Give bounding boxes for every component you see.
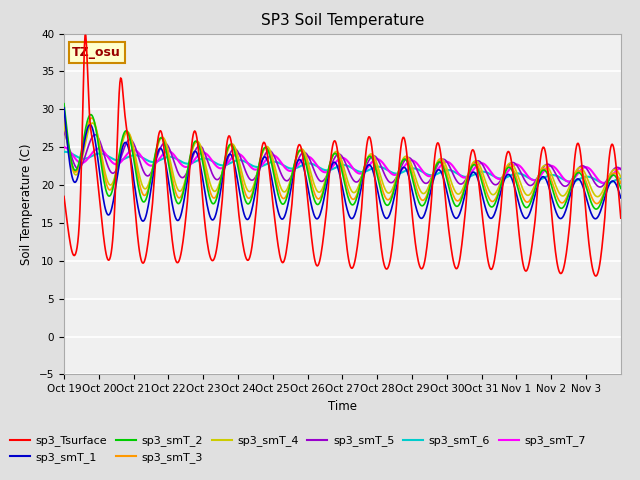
sp3_smT_6 [401,168,408,174]
sp3_smT_3 [617,180,625,186]
sp3_smT_4 [617,174,625,180]
sp3_smT_6 [602,180,609,186]
sp3_smT_1 [277,216,285,221]
sp3_smT_5 [400,159,408,165]
sp3_smT_3 [593,201,601,206]
sp3_smT_7 [600,180,607,186]
sp3_smT_7 [431,170,439,176]
Line: sp3_smT_3: sp3_smT_3 [64,113,621,204]
Line: sp3_smT_5: sp3_smT_5 [64,132,621,187]
sp3_smT_6 [228,159,236,165]
sp3_Tsurface [228,147,236,153]
sp3_smT_2 [592,206,600,212]
Line: sp3_smT_1: sp3_smT_1 [64,108,621,221]
sp3_smT_3 [400,156,408,162]
sp3_smT_1 [432,170,440,176]
sp3_smT_4 [60,120,68,126]
Text: TZ_osu: TZ_osu [72,46,121,59]
sp3_smT_4 [256,158,264,164]
sp3_smT_4 [277,185,285,191]
Line: sp3_Tsurface: sp3_Tsurface [64,36,621,276]
Line: sp3_smT_7: sp3_smT_7 [64,147,621,183]
sp3_smT_1 [60,105,68,111]
sp3_smT_2 [276,198,284,204]
sp3_Tsurface [60,193,68,199]
sp3_smT_7 [255,165,263,171]
sp3_Tsurface [432,147,440,153]
Legend: sp3_Tsurface, sp3_smT_1, sp3_smT_2, sp3_smT_3, sp3_smT_4, sp3_smT_5, sp3_smT_6, : sp3_Tsurface, sp3_smT_1, sp3_smT_2, sp3_… [5,431,591,468]
sp3_smT_3 [255,162,263,168]
Line: sp3_smT_2: sp3_smT_2 [64,104,621,209]
sp3_smT_1 [256,165,264,170]
sp3_smT_3 [276,192,284,197]
sp3_smT_5 [255,166,263,172]
sp3_smT_5 [125,137,133,143]
sp3_smT_6 [277,161,285,167]
Line: sp3_smT_6: sp3_smT_6 [64,152,621,183]
sp3_smT_1 [401,165,408,170]
sp3_smT_6 [126,153,134,159]
sp3_smT_3 [60,110,68,116]
sp3_smT_6 [617,176,625,181]
Title: SP3 Soil Temperature: SP3 Soil Temperature [260,13,424,28]
sp3_smT_3 [431,166,439,172]
sp3_smT_6 [432,172,440,178]
sp3_Tsurface [82,33,90,38]
sp3_Tsurface [617,215,625,221]
sp3_Tsurface [126,152,134,158]
sp3_smT_6 [61,149,69,155]
sp3_smT_4 [126,132,134,138]
Line: sp3_smT_4: sp3_smT_4 [64,123,621,197]
X-axis label: Time: Time [328,400,357,413]
sp3_smT_5 [228,148,236,154]
sp3_smT_5 [60,129,68,135]
sp3_smT_7 [400,164,408,170]
sp3_smT_4 [88,120,96,126]
sp3_smT_1 [140,218,147,224]
sp3_smT_1 [617,195,625,201]
sp3_smT_4 [228,141,236,147]
sp3_Tsurface [256,160,264,166]
sp3_smT_4 [401,154,408,160]
sp3_smT_7 [228,155,236,161]
sp3_smT_6 [256,164,264,169]
sp3_smT_2 [228,142,236,148]
sp3_smT_5 [617,167,625,172]
sp3_smT_3 [228,142,236,147]
sp3_smT_2 [400,156,408,162]
sp3_smT_7 [276,158,284,164]
sp3_smT_4 [432,163,440,168]
Y-axis label: Soil Temperature (C): Soil Temperature (C) [20,143,33,265]
sp3_smT_5 [596,184,604,190]
sp3_smT_5 [276,169,284,175]
sp3_Tsurface [592,273,600,279]
sp3_smT_1 [125,149,133,155]
sp3_Tsurface [277,257,285,263]
sp3_smT_7 [617,166,625,171]
sp3_smT_2 [125,134,133,140]
sp3_Tsurface [401,136,408,142]
sp3_smT_7 [60,144,68,150]
sp3_smT_4 [594,194,602,200]
sp3_smT_2 [617,186,625,192]
sp3_smT_7 [125,149,133,155]
sp3_smT_2 [431,166,439,171]
sp3_smT_1 [228,155,236,160]
sp3_smT_3 [125,132,133,137]
sp3_smT_2 [255,160,263,166]
sp3_smT_6 [60,149,68,155]
sp3_smT_2 [60,101,68,107]
sp3_smT_5 [431,168,439,173]
